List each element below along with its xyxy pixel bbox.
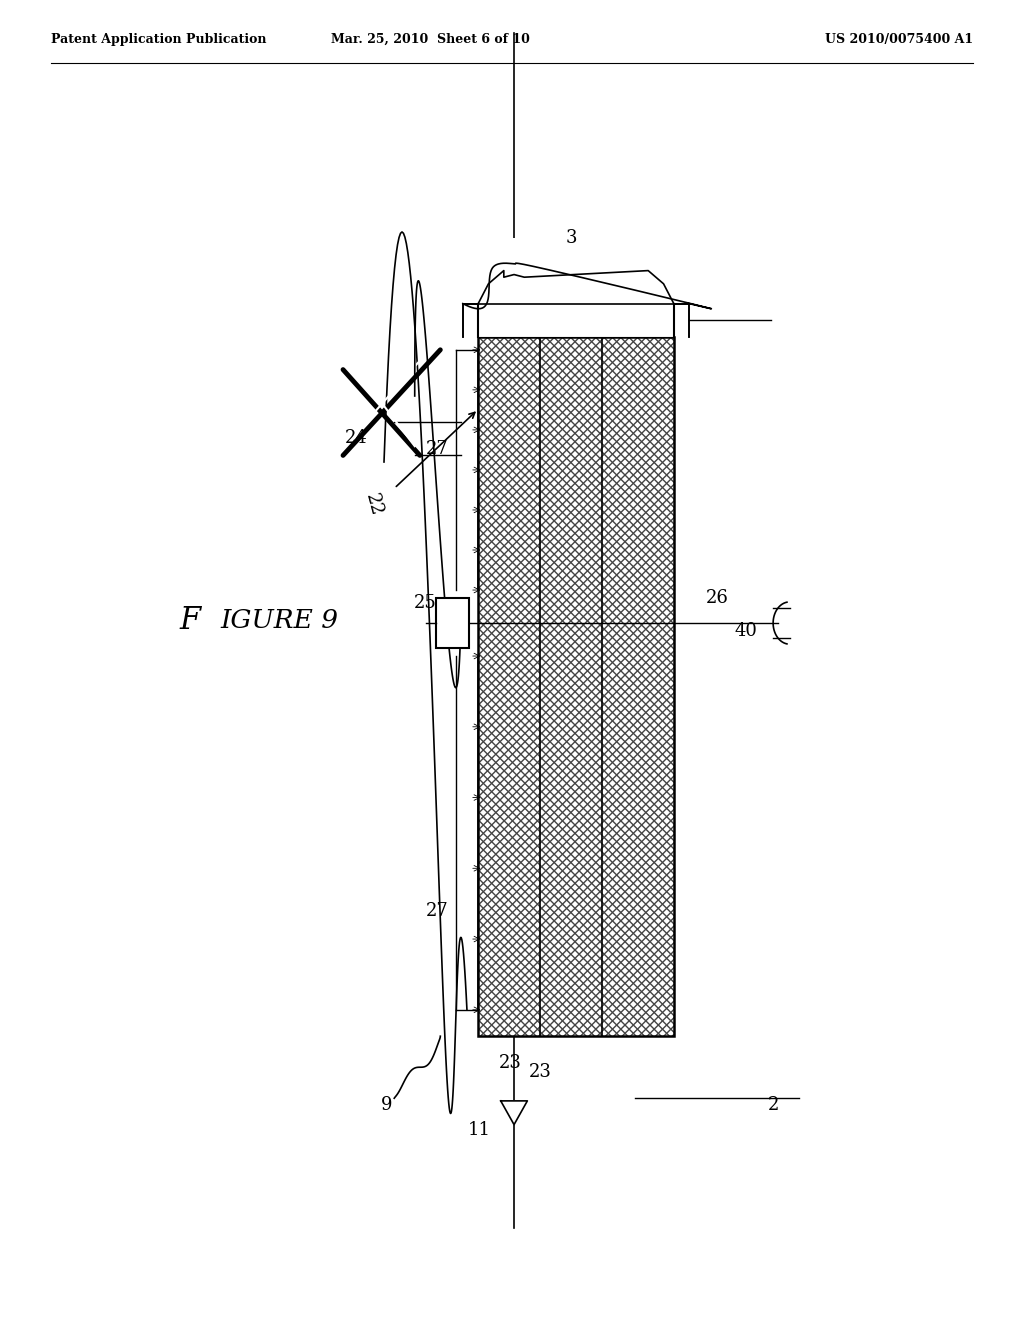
Text: 9: 9: [381, 1096, 393, 1114]
Text: Mar. 25, 2010  Sheet 6 of 10: Mar. 25, 2010 Sheet 6 of 10: [331, 33, 529, 46]
Text: 2: 2: [767, 1096, 779, 1114]
Bar: [478, 337, 674, 1036]
Bar: [478, 337, 674, 1036]
Text: 11: 11: [468, 1121, 490, 1139]
Text: 27: 27: [426, 902, 449, 920]
Text: IGURE 9: IGURE 9: [220, 609, 338, 632]
Text: 3: 3: [565, 228, 578, 247]
Bar: [478, 238, 674, 337]
Text: 26: 26: [706, 589, 728, 607]
Text: 23: 23: [529, 1063, 552, 1081]
Text: F: F: [179, 605, 201, 636]
Text: 25: 25: [414, 594, 436, 612]
Text: Patent Application Publication: Patent Application Publication: [51, 33, 266, 46]
Bar: [478, 337, 674, 1036]
Text: 24: 24: [345, 429, 368, 447]
Text: 27: 27: [426, 440, 449, 458]
Text: 23: 23: [499, 1053, 521, 1072]
Bar: [436, 598, 469, 648]
Polygon shape: [501, 1101, 527, 1125]
Text: 22: 22: [362, 491, 385, 517]
Bar: [478, 337, 674, 1036]
Text: 40: 40: [734, 622, 757, 640]
Text: US 2010/0075400 A1: US 2010/0075400 A1: [824, 33, 973, 46]
